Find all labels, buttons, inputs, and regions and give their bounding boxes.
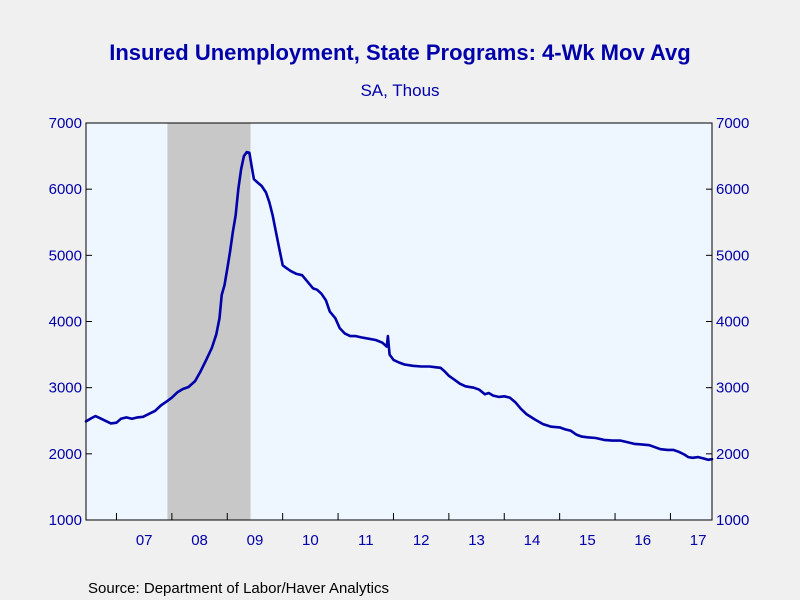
left-y-tick-label: 2000 — [49, 446, 82, 463]
x-tick-label: 08 — [191, 532, 208, 549]
right-y-tick-label: 1000 — [716, 512, 749, 529]
chart-title: Insured Unemployment, State Programs: 4-… — [109, 40, 690, 65]
x-tick-label: 17 — [690, 532, 707, 549]
left-y-tick-label: 5000 — [49, 247, 82, 264]
series-layer — [84, 150, 714, 462]
right-y-tick-label: 4000 — [716, 314, 749, 331]
right-y-tick-label: 6000 — [716, 181, 749, 198]
source-note: Source: Department of Labor/Haver Analyt… — [88, 580, 389, 597]
x-tick-label: 09 — [247, 532, 264, 549]
recession-layer — [167, 123, 251, 520]
left-y-tick-label: 6000 — [49, 181, 82, 198]
x-tick-label: 12 — [413, 532, 430, 549]
right-y-tick-label: 3000 — [716, 380, 749, 397]
left-y-tick-label: 3000 — [49, 380, 82, 397]
recession-band — [167, 123, 251, 520]
right-y-tick-label: 5000 — [716, 247, 749, 264]
x-tick-label: 14 — [524, 532, 541, 549]
right-y-tick-label: 2000 — [716, 446, 749, 463]
x-tick-label: 15 — [579, 532, 596, 549]
left-y-axis: 1000 2000 3000 4000 5000 6000 7000 — [49, 115, 92, 529]
x-tick-label: 07 — [136, 532, 153, 549]
left-y-tick-label: 4000 — [49, 314, 82, 331]
x-tick-label: 13 — [468, 532, 485, 549]
x-axis: 07 08 09 10 11 12 13 14 15 16 17 — [115, 513, 707, 549]
chart-subtitle: SA, Thous — [360, 81, 439, 100]
left-y-tick-label: 1000 — [49, 512, 82, 529]
x-tick-label: 11 — [358, 532, 374, 549]
x-tick-label: 16 — [634, 532, 651, 549]
right-y-tick-label: 7000 — [716, 115, 749, 132]
x-tick-label: 10 — [302, 532, 319, 549]
left-y-tick-label: 7000 — [49, 115, 82, 132]
series-line-0 — [84, 150, 714, 462]
right-y-axis: 1000 2000 3000 4000 5000 6000 7000 — [706, 115, 749, 529]
